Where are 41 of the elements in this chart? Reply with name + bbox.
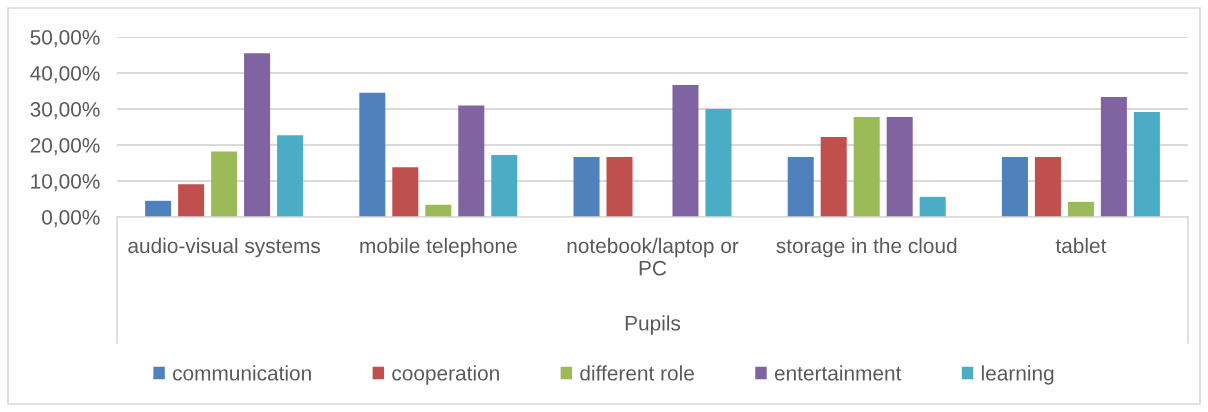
bar: [277, 135, 304, 217]
bar: [359, 92, 386, 217]
bar: [886, 116, 913, 217]
bar: [705, 109, 732, 217]
bar: [392, 167, 419, 217]
bar: [1133, 111, 1160, 217]
bar: [145, 200, 172, 217]
bar: [244, 53, 271, 217]
y-tick-label: 30,00%: [30, 102, 100, 120]
bar: [919, 196, 946, 217]
bar: [1001, 156, 1028, 217]
bar: [425, 204, 452, 217]
legend-label: entertainment: [774, 365, 902, 381]
legend-label: different role: [580, 365, 694, 381]
legend-label: communication: [172, 365, 311, 381]
bar: [606, 156, 633, 217]
bar: [573, 156, 600, 217]
legend-label: cooperation: [392, 365, 499, 385]
bar: [1067, 201, 1094, 217]
y-tick-label: 50,00%: [30, 30, 100, 48]
x-tick-label: tablet: [1055, 237, 1107, 254]
x-axis-title: Pupils: [625, 315, 681, 335]
bar: [853, 116, 880, 217]
y-tick-label: 10,00%: [31, 174, 100, 192]
bar: [1034, 156, 1061, 217]
bar: [820, 137, 847, 217]
x-tick-label: storage in the cloud: [776, 237, 957, 258]
bar: [787, 156, 814, 217]
bar: [178, 184, 205, 217]
bar: [1100, 97, 1127, 217]
bar: [672, 84, 699, 217]
y-tick-label: 40,00%: [30, 66, 100, 84]
bar: [458, 105, 485, 217]
x-tick-label: mobile telephone: [360, 237, 517, 258]
x-tick-label: audio-visual systems: [128, 237, 321, 258]
bar: [211, 151, 238, 217]
x-tick-label: notebook/laptop or PC: [567, 237, 739, 276]
bar: [491, 155, 518, 217]
y-tick-label: 20,00%: [30, 138, 100, 156]
legend-label: learning: [981, 365, 1054, 385]
y-tick-label: 0,00%: [42, 210, 100, 228]
